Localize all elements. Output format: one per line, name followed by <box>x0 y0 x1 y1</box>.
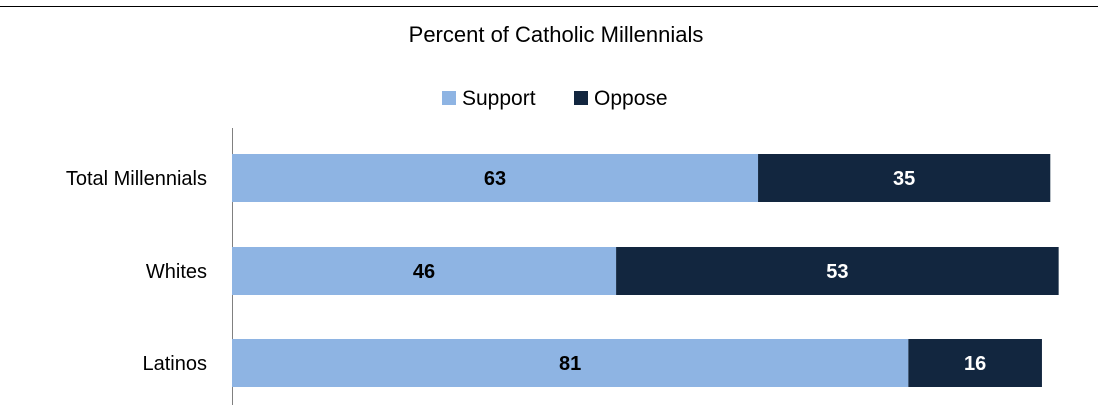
bar-support <box>232 247 617 295</box>
bar-oppose <box>758 154 1051 202</box>
category-labels: Total Millennials Whites Latinos <box>66 168 207 375</box>
bar-support <box>232 154 759 202</box>
value-label-support: 81 <box>559 353 581 375</box>
value-label-support: 63 <box>484 168 506 190</box>
value-label-support: 46 <box>413 261 435 283</box>
bar-oppose <box>616 247 1059 295</box>
value-label-oppose: 16 <box>964 353 986 375</box>
category-label: Total Millennials <box>66 168 207 190</box>
category-label: Whites <box>146 261 207 283</box>
value-label-oppose: 35 <box>893 168 915 190</box>
legend-swatch-support <box>442 91 456 105</box>
legend-label-oppose: Oppose <box>594 87 668 110</box>
bars <box>232 154 1059 387</box>
value-labels: 63 35 46 53 81 16 <box>413 168 986 375</box>
bar-oppose <box>908 339 1042 387</box>
legend-swatch-oppose <box>574 91 588 105</box>
value-label-oppose: 53 <box>826 261 848 283</box>
legend: Support Oppose <box>442 87 668 110</box>
chart-title: Percent of Catholic Millennials <box>409 22 704 47</box>
bar-support <box>232 339 909 387</box>
category-label: Latinos <box>143 353 208 375</box>
legend-label-support: Support <box>462 87 536 110</box>
